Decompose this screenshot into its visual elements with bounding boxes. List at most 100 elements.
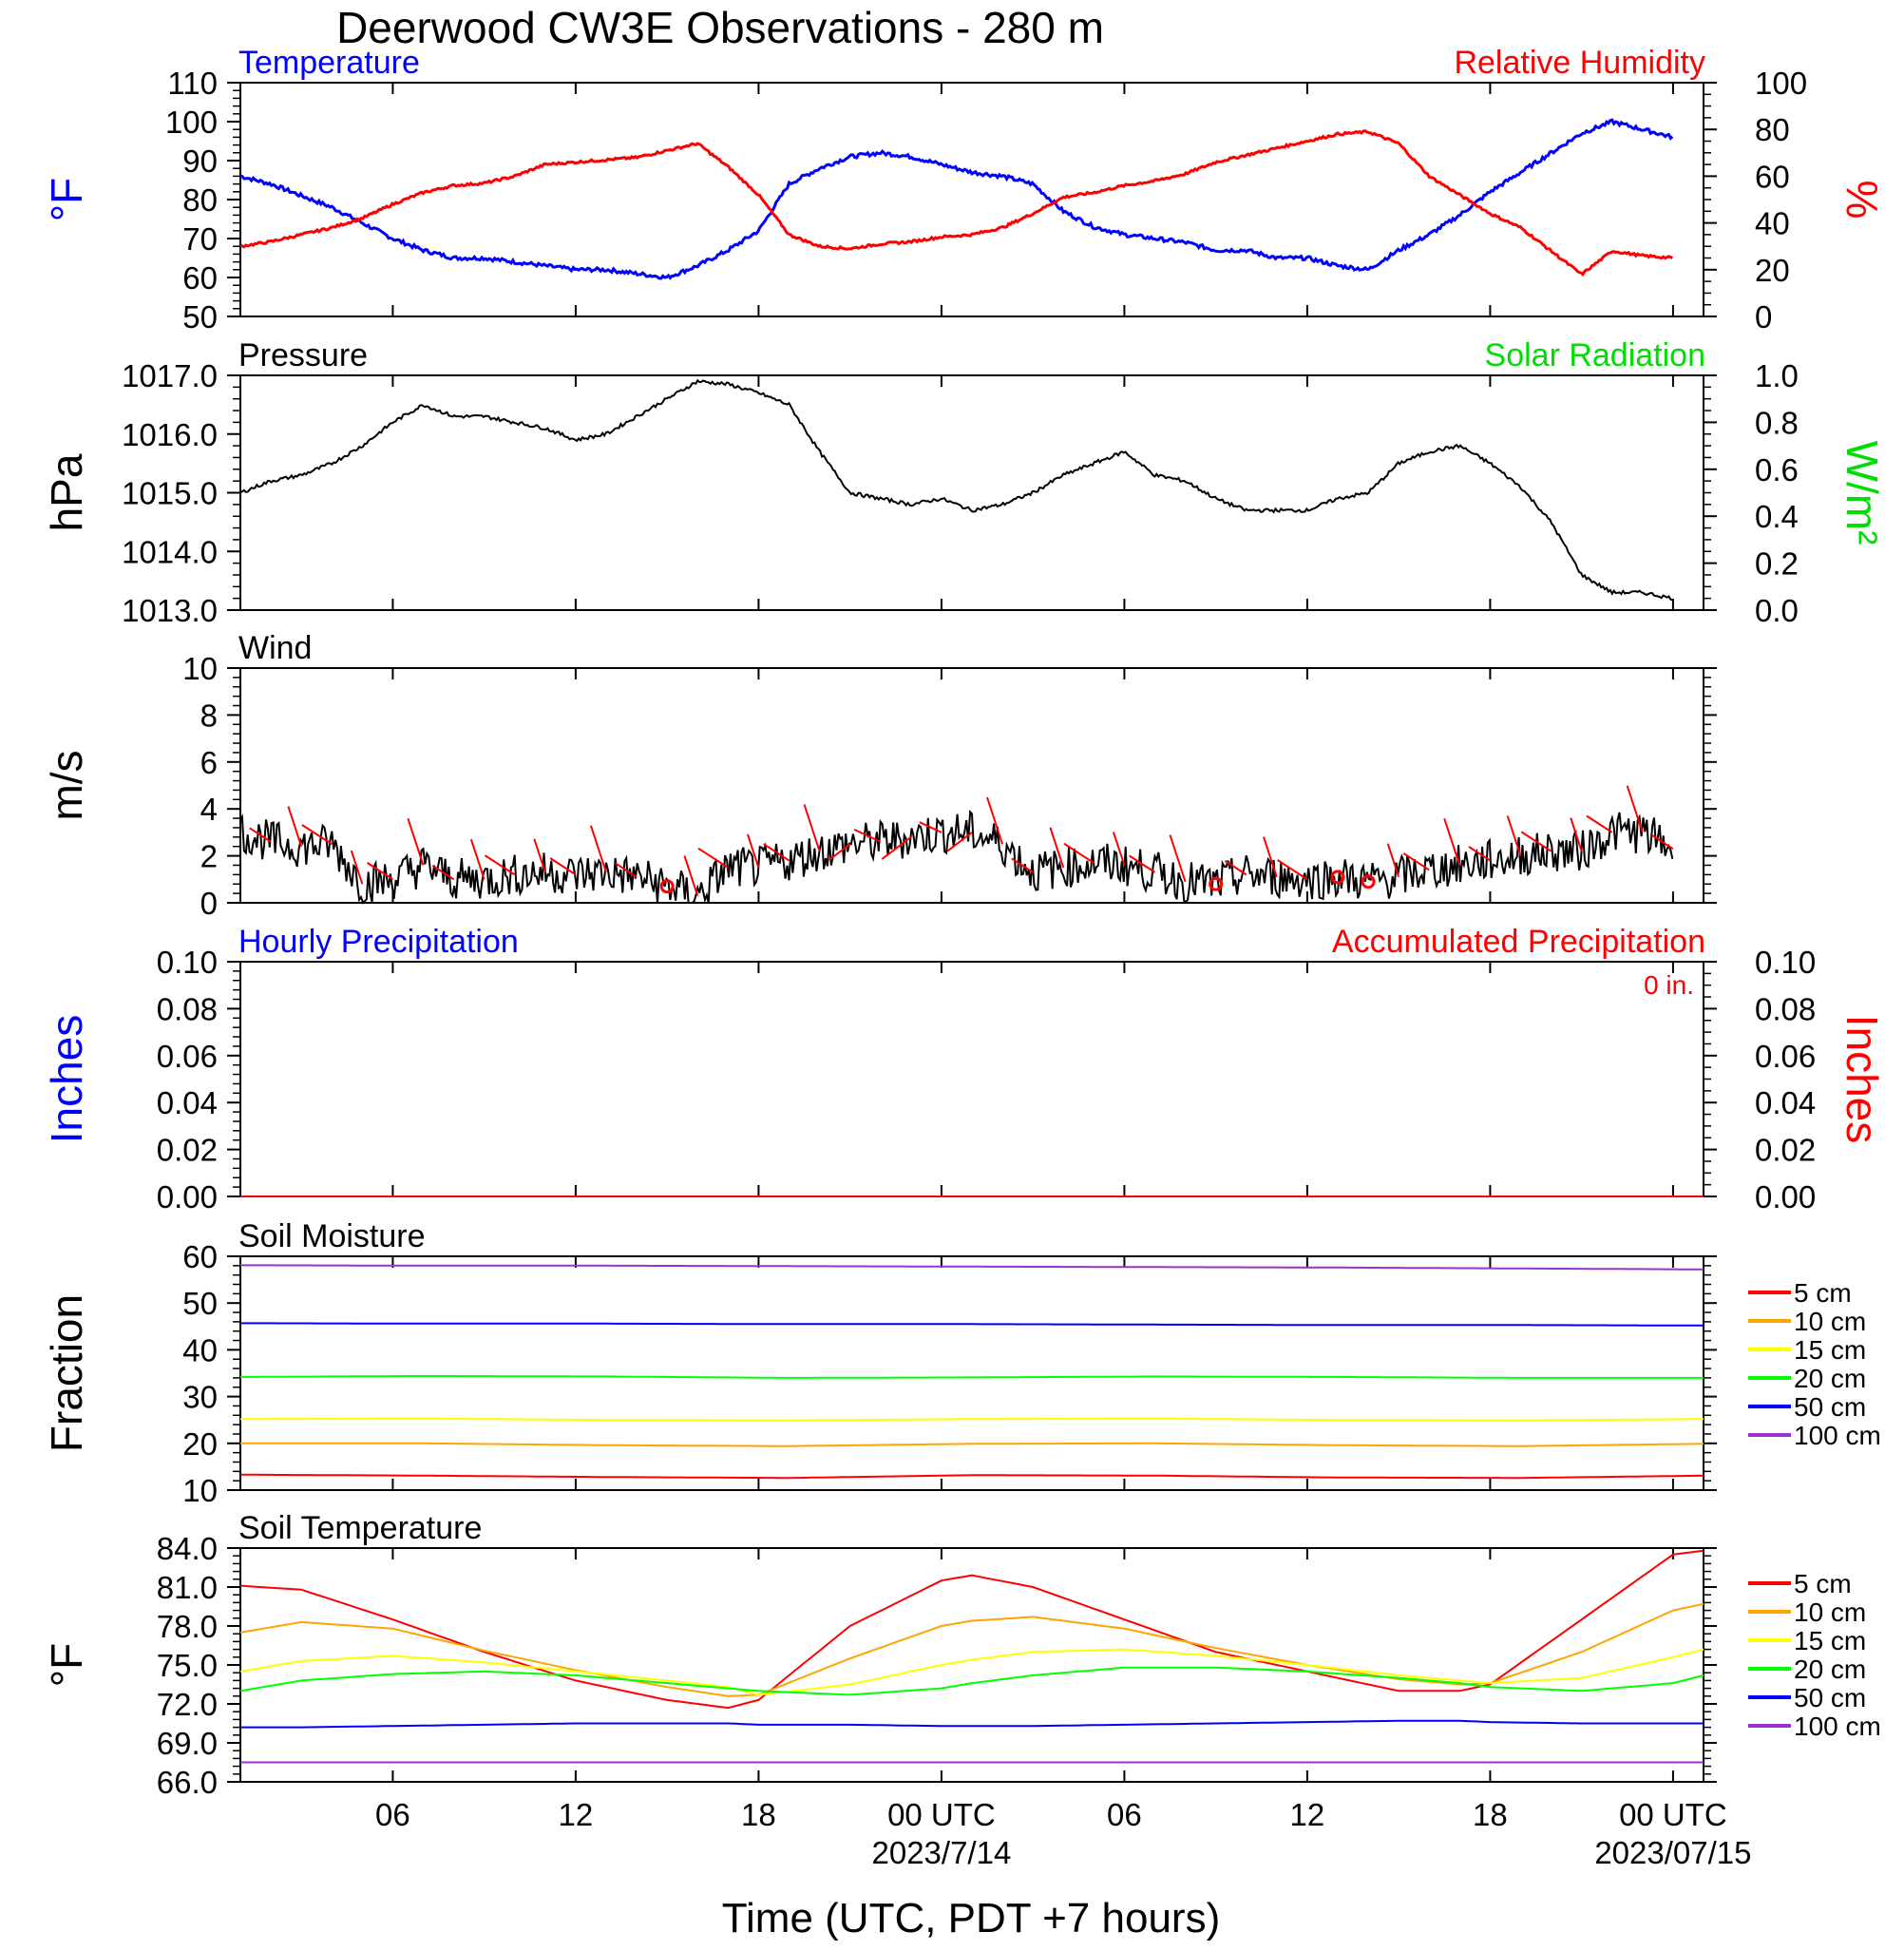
wind-barb (1263, 836, 1278, 878)
y-tick-label-left: 20 (182, 1426, 218, 1462)
y-tick-label-left: 1016.0 (122, 417, 218, 452)
wind-barb (367, 862, 393, 881)
y-tick-label-left: 0.00 (157, 1179, 218, 1215)
figure-title: Deerwood CW3E Observations - 280 m (336, 3, 1104, 52)
y-tick-label-left: 0.06 (157, 1039, 218, 1074)
y-tick-label-left: 60 (182, 1239, 218, 1274)
y-tick-label-right: 0.00 (1755, 1179, 1816, 1215)
y-tick-label-left: 50 (182, 299, 218, 335)
legend-label: 10 cm (1794, 1307, 1866, 1336)
y-axis-label-left: °F (42, 178, 91, 222)
y-tick-label-left: 4 (200, 792, 218, 827)
y-tick-label-left: 0.08 (157, 991, 218, 1026)
wind-barb (350, 850, 364, 885)
y-tick-label-left: 10 (182, 1473, 218, 1508)
y-tick-label-right: 0.06 (1755, 1039, 1816, 1074)
x-tick-label: 06 (1107, 1797, 1142, 1832)
wind-barb (1443, 817, 1461, 866)
panel-title-left: Temperature (238, 45, 420, 81)
wind-barb (1626, 785, 1644, 833)
y-tick-label-left: 1015.0 (122, 476, 218, 511)
wind-barb (1277, 859, 1308, 881)
series-line-relative-humidity (239, 129, 1674, 277)
plot-frame (239, 667, 1704, 904)
x-tick-label: 00 UTC (1619, 1797, 1727, 1832)
y-tick-label-left: 10 (182, 651, 218, 686)
y-tick-label-left: 60 (182, 260, 218, 296)
wind-barb (697, 847, 729, 869)
y-tick-label-left: 6 (200, 745, 218, 780)
series-line-5-cm (240, 1473, 1704, 1480)
x-axis-title: Time (UTC, PDT +7 hours) (722, 1895, 1220, 1941)
y-axis-label-left: Fraction (42, 1294, 91, 1452)
wind-barb (484, 854, 516, 876)
y-tick-label-left: 84.0 (157, 1531, 218, 1566)
y-tick-label-left: 1014.0 (122, 534, 218, 569)
plot-frame (239, 82, 1704, 317)
x-tick-label: 06 (375, 1797, 410, 1832)
legend-label: 15 cm (1794, 1626, 1866, 1655)
y-tick-label-right: 0 (1755, 299, 1772, 335)
x-date-label: 2023/07/15 (1594, 1835, 1751, 1870)
wind-barb (407, 817, 425, 866)
wind-barb (746, 833, 760, 869)
y-axis-label-right: % (1837, 181, 1887, 220)
y-tick-label-left: 69.0 (157, 1726, 218, 1761)
panel-title-right: Relative Humidity (1454, 45, 1705, 81)
panel-title-left: Hourly Precipitation (238, 924, 519, 960)
y-axis-label-right: Inches (1837, 1015, 1887, 1144)
panel-title-left: Soil Temperature (238, 1510, 482, 1546)
calm-wind-circle (659, 879, 675, 894)
y-axis-label-left: °F (42, 1643, 91, 1688)
series-line-50-cm (240, 1719, 1704, 1729)
series-line-10-cm (240, 1442, 1704, 1447)
series-line-100-cm (239, 1264, 1704, 1271)
legend-label: 10 cm (1794, 1597, 1866, 1627)
y-tick-label-left: 90 (182, 143, 218, 179)
y-tick-label-right: 0.02 (1755, 1133, 1816, 1168)
wind-barb (1520, 831, 1552, 852)
panel-title-left: Pressure (238, 337, 368, 373)
wind-barb (301, 824, 333, 846)
legend-label: 100 cm (1794, 1421, 1881, 1450)
wind-barb (1129, 854, 1156, 873)
series-line-15-cm (240, 1417, 1704, 1422)
wind-barb (1386, 843, 1400, 878)
y-tick-label-left: 78.0 (157, 1609, 218, 1644)
y-tick-label-right: 0.6 (1755, 452, 1799, 488)
wind-barb (589, 825, 607, 873)
y-tick-label-right: 0.0 (1755, 593, 1799, 628)
y-tick-label-left: 40 (182, 1332, 218, 1368)
wind-barb (853, 828, 882, 843)
y-tick-label-left: 110 (167, 66, 218, 101)
y-tick-label-left: 8 (200, 698, 218, 733)
wind-barb (986, 796, 1004, 845)
panel-title-left: Wind (238, 630, 312, 666)
legend-label: 50 cm (1794, 1392, 1866, 1422)
y-tick-label-right: 0.2 (1755, 546, 1799, 582)
series-line-20-cm (240, 1375, 1704, 1379)
y-tick-label-left: 0.10 (157, 945, 218, 980)
wind-barb (1468, 846, 1491, 862)
wind-barb (1169, 834, 1187, 883)
y-tick-label-right: 40 (1755, 206, 1790, 241)
y-tick-label-right: 1.0 (1755, 358, 1799, 393)
panel-title-left: Soil Moisture (238, 1218, 426, 1254)
y-tick-label-left: 0.02 (157, 1133, 218, 1168)
wind-barb (549, 857, 577, 876)
plot-frame (239, 374, 1704, 611)
y-tick-label-left: 70 (182, 221, 218, 257)
wind-barb (828, 843, 851, 861)
y-tick-label-right: 0.08 (1755, 991, 1816, 1026)
wind-barb (1224, 860, 1247, 876)
wind-barb (1650, 833, 1674, 851)
y-tick-label-right: 0.8 (1755, 405, 1799, 440)
legend-label: 20 cm (1794, 1364, 1866, 1393)
wind-barb (1049, 827, 1065, 869)
y-tick-label-left: 66.0 (157, 1765, 218, 1800)
series-line-50-cm (240, 1322, 1704, 1327)
wind-barb (803, 804, 821, 851)
x-tick-label: 18 (741, 1797, 776, 1832)
